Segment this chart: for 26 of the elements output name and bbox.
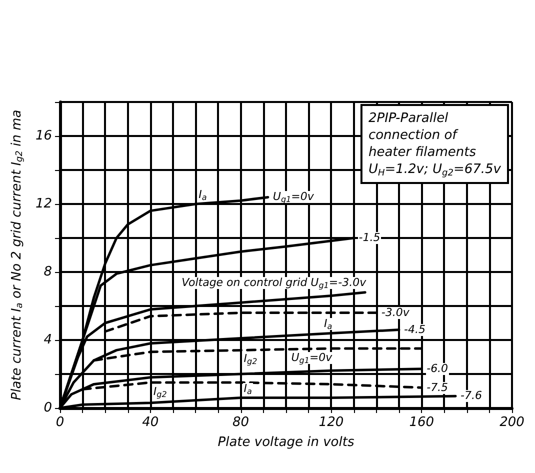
annotation: -1.5 <box>358 231 382 244</box>
annotation: U$_{g1}$=0v <box>290 350 334 364</box>
x-tick-label: 0 <box>56 415 64 430</box>
x-tick-label: 160 <box>409 415 434 430</box>
x-tick-label: 200 <box>500 415 524 430</box>
annotation: -3.0v <box>380 306 410 319</box>
annotation: I$_{a}$ <box>242 382 253 396</box>
annotation: Voltage on control grid U$_{g1}$=-3.0v <box>180 276 368 290</box>
x-tick-label: 120 <box>318 415 344 430</box>
annotation: -7.5 <box>426 380 450 394</box>
annotation: -7.6 <box>460 389 483 402</box>
annotation: I$_{a}$ <box>323 317 334 332</box>
annotation: -4.5 <box>403 322 426 336</box>
y-axis-title: Plate current Ia or No 2 grid current Ig2 in ma <box>10 110 26 400</box>
annotation: I$_{g2}$ <box>242 352 258 366</box>
y-tick-label: 12 <box>35 196 52 212</box>
x-axis-title: Plate voltage in volts <box>218 435 354 450</box>
y-tick-label: 16 <box>35 128 52 144</box>
y-tick-label: 4 <box>44 332 52 348</box>
y-tick-label: 0 <box>44 400 52 416</box>
x-tick-label: 80 <box>232 415 250 430</box>
x-tick-label: 40 <box>142 415 159 430</box>
annotation: I$_{g2}$ <box>152 384 168 398</box>
annotation: -6.0 <box>426 362 450 375</box>
annotation: I$_{a}$ <box>198 188 208 202</box>
y-tick-label: 8 <box>44 264 52 280</box>
